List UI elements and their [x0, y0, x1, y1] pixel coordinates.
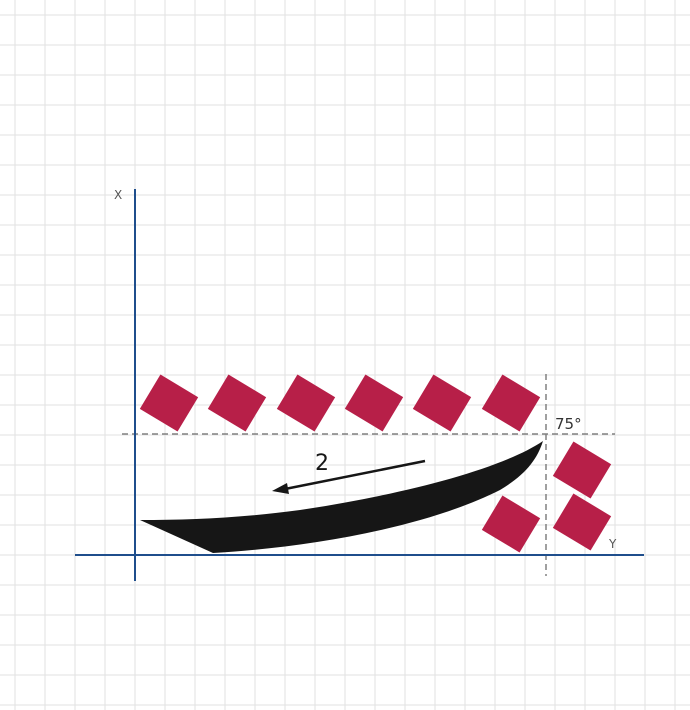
block — [481, 495, 541, 553]
block — [276, 374, 336, 432]
block — [481, 374, 541, 432]
block — [207, 374, 267, 432]
blocks — [139, 374, 612, 553]
block — [139, 374, 199, 432]
block — [552, 493, 612, 551]
boat-shape — [140, 441, 543, 553]
block — [412, 374, 472, 432]
block — [344, 374, 404, 432]
block — [552, 441, 612, 499]
y-axis-label: Y — [608, 537, 617, 551]
arrowhead-icon — [272, 483, 289, 494]
arrow-label: 2 — [315, 451, 329, 476]
x-axis-label: X — [114, 188, 122, 202]
angle-label: 75° — [555, 415, 582, 433]
direction-arrow — [284, 459, 426, 491]
